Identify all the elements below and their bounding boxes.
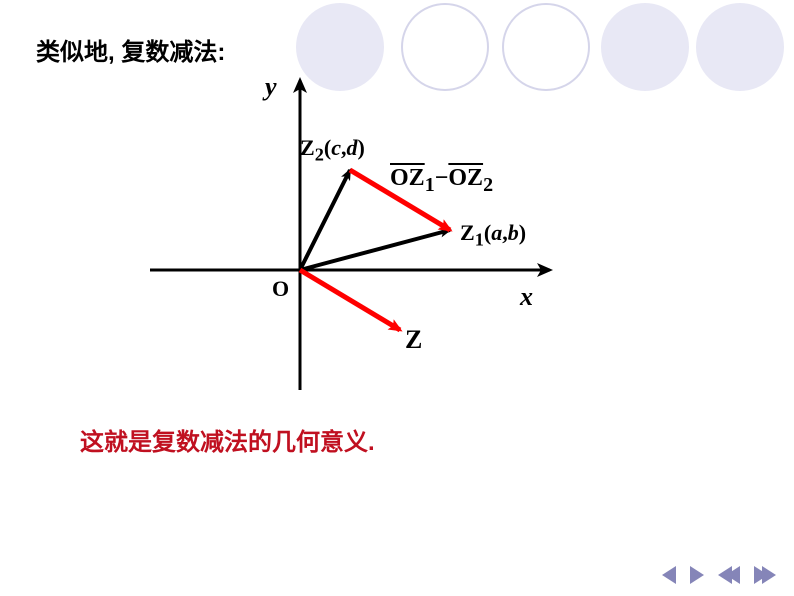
nav-controls xyxy=(662,566,776,584)
label-x: x xyxy=(520,282,533,312)
nav-last-icon[interactable] xyxy=(754,566,776,584)
label-expr: OZ1−OZ2 xyxy=(390,165,493,197)
label-Z1: Z1(a,b) xyxy=(460,220,526,250)
nav-prev-icon[interactable] xyxy=(662,566,676,584)
label-O: O xyxy=(272,276,289,302)
bg-circle xyxy=(601,3,689,91)
vector-diagram: y x O Z2(c,d) Z1(a,b) Z OZ1−OZ2 xyxy=(150,70,580,400)
footer-caption: 这就是复数减法的几何意义. xyxy=(80,422,375,457)
label-y: y xyxy=(265,72,277,102)
label-Z: Z xyxy=(405,325,422,355)
nav-first-icon[interactable] xyxy=(718,566,740,584)
nav-next-icon[interactable] xyxy=(690,566,704,584)
label-Z2: Z2(c,d) xyxy=(300,135,365,165)
page-title: 类似地, 复数减法: xyxy=(36,32,225,67)
bg-circle xyxy=(696,3,784,91)
